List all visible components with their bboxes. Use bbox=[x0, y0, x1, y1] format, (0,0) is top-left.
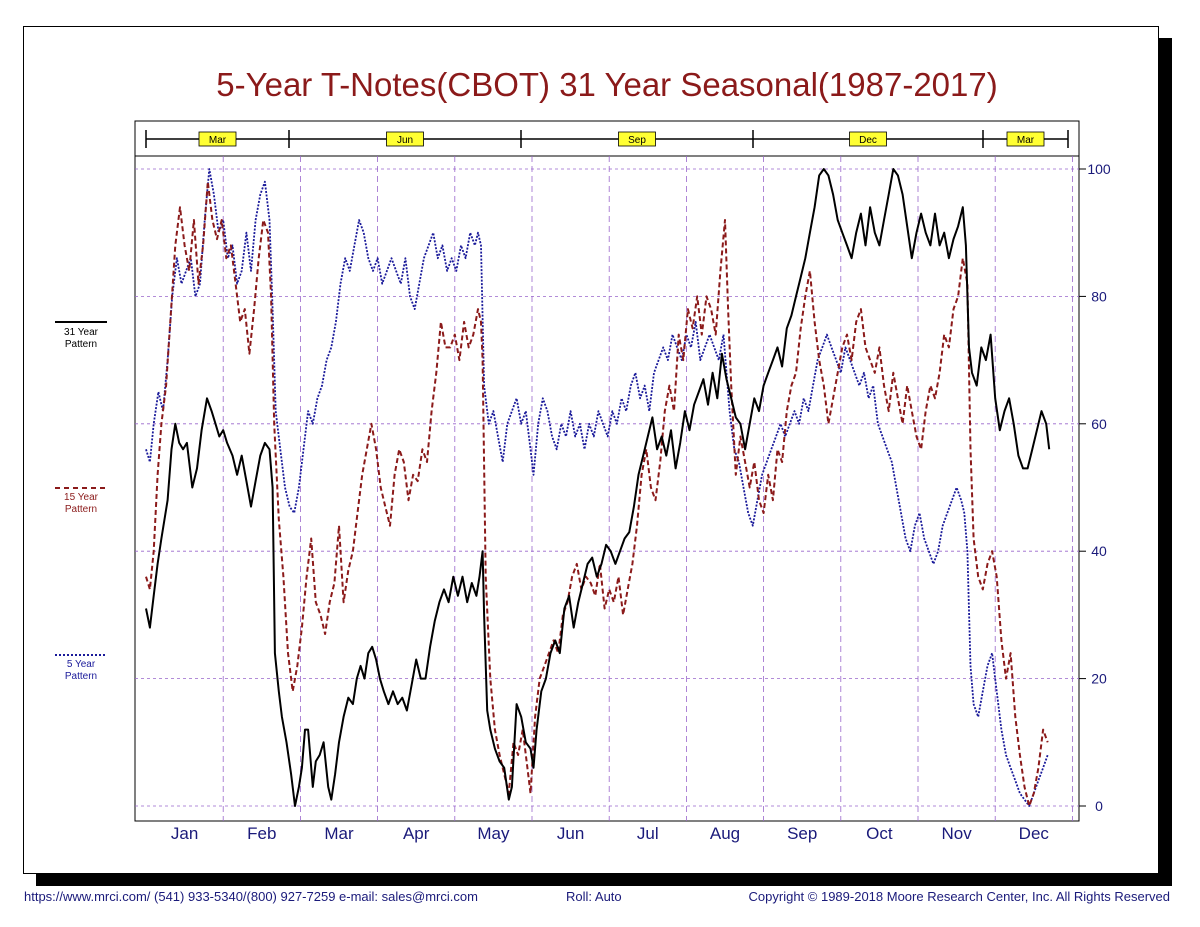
series-line-5-year-pattern bbox=[145, 168, 1049, 807]
month-label-jan: Jan bbox=[171, 824, 198, 843]
legend-31-line2: Pattern bbox=[65, 339, 97, 350]
y-tick-label-60: 60 bbox=[1091, 416, 1107, 432]
chart-title: 5-Year T-Notes(CBOT) 31 Year Seasonal(19… bbox=[216, 66, 997, 103]
contract-label-4: Mar bbox=[1017, 135, 1035, 146]
contract-label-0: Mar bbox=[209, 135, 227, 146]
legend-5-line1: 5 Year bbox=[67, 659, 96, 670]
chart-frame bbox=[23, 26, 1159, 874]
legend-31-year: 31 Year Pattern bbox=[55, 321, 107, 350]
footer-copyright: Copyright © 1989-2018 Moore Research Cen… bbox=[748, 889, 1170, 904]
contract-label-1: Jun bbox=[397, 135, 413, 146]
contract-box-1 bbox=[386, 131, 424, 147]
month-label-jul: Jul bbox=[637, 824, 659, 843]
month-label-nov: Nov bbox=[941, 824, 972, 843]
contract-band: Mar Jun Sep Dec Mar bbox=[145, 130, 1069, 148]
contract-box-2 bbox=[618, 131, 656, 147]
y-tick-label-20: 20 bbox=[1091, 671, 1107, 687]
legend-5-line2: Pattern bbox=[65, 671, 97, 682]
grid-layer bbox=[135, 156, 1079, 821]
contract-label-3: Dec bbox=[859, 135, 877, 146]
y-tick-label-40: 40 bbox=[1091, 543, 1107, 559]
month-label-aug: Aug bbox=[710, 824, 740, 843]
series-line-15-year-pattern bbox=[145, 180, 1049, 807]
y-tick-label-0: 0 bbox=[1095, 798, 1103, 814]
y-tick-label-100: 100 bbox=[1087, 161, 1111, 177]
plot-border bbox=[134, 120, 1080, 822]
month-label-may: May bbox=[477, 824, 510, 843]
footer-contact: https://www.mrci.com/ (541) 933-5340/(80… bbox=[24, 889, 478, 904]
legend-31-line1: 31 Year bbox=[64, 327, 99, 338]
month-axis: Jan Feb Mar Apr May Jun Jul Aug Sep Oct Nov Dec bbox=[171, 824, 1050, 843]
footer-roll: Roll: Auto bbox=[566, 889, 622, 904]
series-line-31-year-pattern bbox=[145, 168, 1051, 807]
y-axis: 0 20 40 60 80 100 bbox=[1079, 161, 1111, 814]
month-label-jun: Jun bbox=[557, 824, 584, 843]
contract-box-4 bbox=[1006, 131, 1045, 147]
contract-label-2: Sep bbox=[628, 135, 646, 146]
month-label-mar: Mar bbox=[324, 824, 354, 843]
y-tick-label-80: 80 bbox=[1091, 288, 1107, 304]
legend-15-line1: 15 Year bbox=[64, 492, 99, 503]
series-layer bbox=[145, 168, 1051, 807]
contract-box-3 bbox=[849, 131, 887, 147]
month-label-dec: Dec bbox=[1019, 824, 1050, 843]
month-label-oct: Oct bbox=[866, 824, 893, 843]
legend-15-line2: Pattern bbox=[65, 504, 97, 515]
legend-15-year: 15 Year Pattern bbox=[55, 487, 107, 515]
contract-box-0 bbox=[198, 131, 237, 147]
month-label-feb: Feb bbox=[247, 824, 276, 843]
month-label-sep: Sep bbox=[787, 824, 817, 843]
legend-5-year: 5 Year Pattern bbox=[55, 654, 107, 682]
month-label-apr: Apr bbox=[403, 824, 430, 843]
